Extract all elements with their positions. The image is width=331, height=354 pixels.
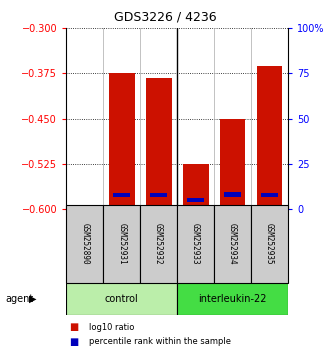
Bar: [187, 198, 204, 202]
Bar: [177, 283, 288, 315]
Bar: [251, 205, 288, 283]
Bar: [140, 205, 177, 283]
Bar: [103, 205, 140, 283]
Bar: [66, 205, 103, 283]
Bar: [224, 192, 241, 196]
Bar: [214, 205, 251, 283]
Bar: [177, 205, 214, 283]
Text: GSM252934: GSM252934: [228, 223, 237, 265]
Text: GDS3226 / 4236: GDS3226 / 4236: [114, 11, 217, 24]
Text: ■: ■: [70, 322, 79, 332]
Text: percentile rank within the sample: percentile rank within the sample: [89, 337, 231, 346]
Text: agent: agent: [5, 294, 33, 304]
Text: log10 ratio: log10 ratio: [89, 323, 135, 332]
Text: GSM252933: GSM252933: [191, 223, 200, 265]
Text: GSM252935: GSM252935: [265, 223, 274, 265]
Text: GSM252890: GSM252890: [80, 223, 89, 265]
Bar: [113, 193, 130, 198]
Bar: [76, 206, 93, 210]
Text: GSM252932: GSM252932: [154, 223, 163, 265]
Text: interleukin-22: interleukin-22: [198, 294, 267, 304]
Text: GSM252931: GSM252931: [117, 223, 126, 265]
Bar: [150, 193, 167, 198]
Bar: [257, 65, 282, 209]
Bar: [109, 74, 135, 209]
Bar: [146, 78, 171, 209]
Text: control: control: [105, 294, 138, 304]
Bar: [219, 119, 246, 209]
Bar: [183, 164, 209, 209]
Bar: [261, 193, 278, 198]
Text: ■: ■: [70, 337, 79, 347]
Text: ▶: ▶: [29, 294, 37, 304]
Bar: [72, 208, 98, 209]
Bar: [66, 283, 177, 315]
